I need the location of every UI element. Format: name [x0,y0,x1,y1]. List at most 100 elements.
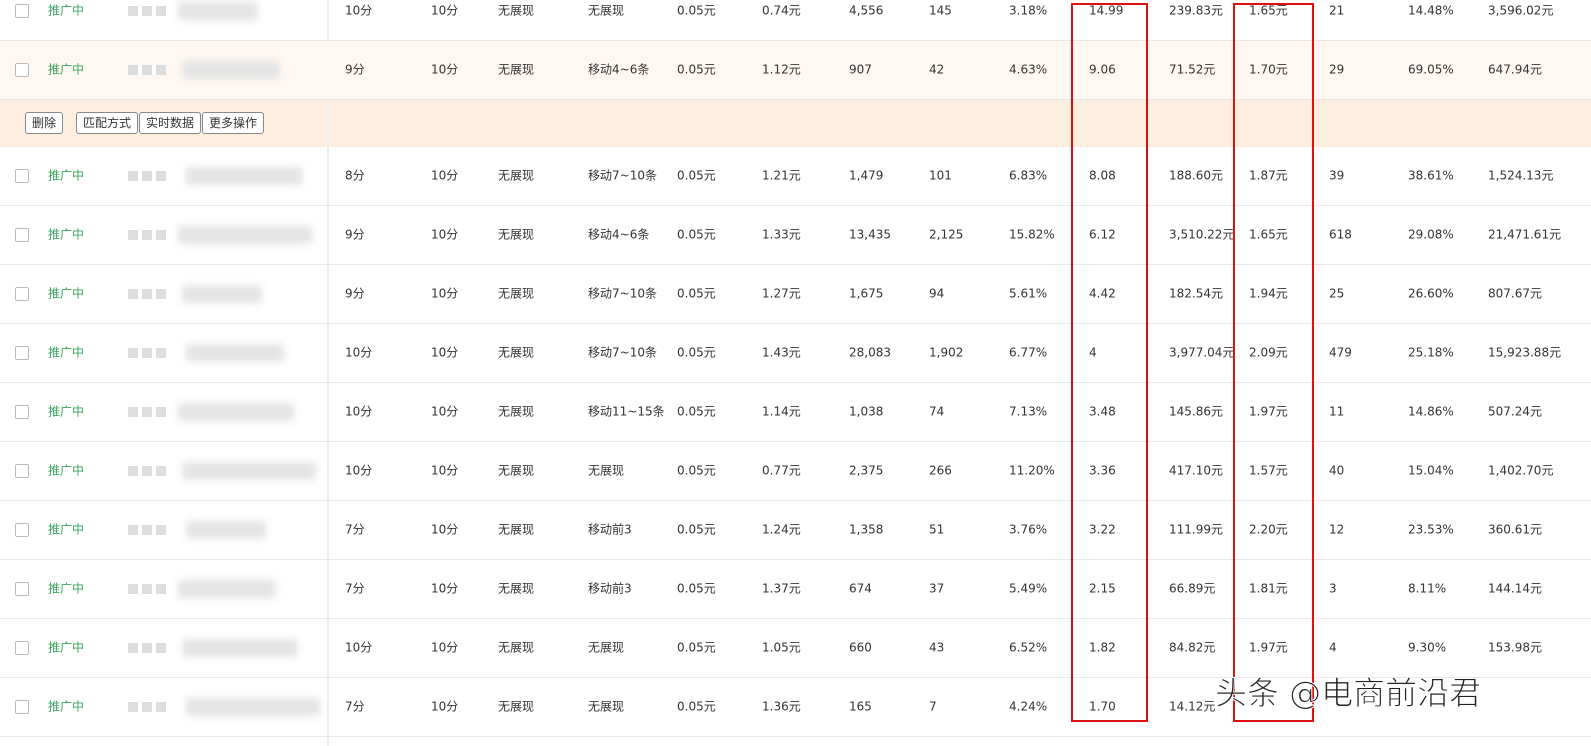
table-cell: 38.61% [1408,168,1454,183]
table-row: 推广中 9分 10分 无展现 移动4~6条 0.05元 1.12元 907 42 4.63% 9.0… [0,41,1591,100]
action-button[interactable]: 更多操作 [202,112,265,134]
table-cell: 66.89元 [1169,581,1216,596]
table-cell: 无展现 [498,62,535,77]
table-cell: 6.77% [1009,345,1048,360]
blurred-icon [128,230,166,240]
table-cell: 1,675 [849,286,884,301]
table-row: 推广中 9分 10分 无展现 移动4~6条 0.05元 1.33元 13,435 2,125 15… [0,206,1591,265]
table-cell: 1.21元 [762,168,801,183]
table-cell: 507.24元 [1488,404,1542,419]
table-cell: 165 [849,699,872,714]
table-cell: 13,435 [849,227,891,242]
table-cell: 0.05元 [677,640,716,655]
checkbox[interactable] [15,63,29,77]
table-cell: 9分 [345,62,365,77]
blurred-icon [128,171,166,181]
table-cell: 14.99 [1089,3,1124,18]
checkbox[interactable] [15,523,29,537]
blurred-icon [128,407,166,417]
table-cell: 1,479 [849,168,884,183]
table-cell: 74 [929,404,945,419]
table-cell: 14.86% [1408,404,1454,419]
table-cell: 10分 [431,463,459,478]
table-cell: 0.05元 [677,168,716,183]
table-cell: 417.10元 [1169,463,1223,478]
table-cell: 10分 [345,404,373,419]
table-cell: 21,471.61元 [1488,227,1562,242]
table-cell: 9分 [345,227,365,242]
table-row: 推广中 10分 10分 无展现 移动7~10条 0.05元 1.43元 28,083 1,902… [0,324,1591,383]
table-cell: 42 [929,62,945,77]
table-cell: 94 [929,286,945,301]
table-cell: 1,902 [929,345,964,360]
blurred-icon [128,466,166,476]
table-cell: 7 [929,699,937,714]
table-cell: 移动11~15条 [588,404,665,419]
table-cell: 15.04% [1408,463,1454,478]
checkbox[interactable] [15,582,29,596]
table-row: 推广中 9分 10分 无展现 移动7~10条 0.05元 1.27元 1,675 94 5.61%… [0,265,1591,324]
table-cell: 8.11% [1408,581,1447,596]
table-cell: 6.52% [1009,640,1048,655]
table-cell: 3,510.22元 [1169,227,1235,242]
table-cell: 0.05元 [677,3,716,18]
table-cell: 10分 [345,463,373,478]
action-button[interactable]: 删除 [25,112,64,134]
table-cell: 182.54元 [1169,286,1223,301]
table-row: 推广中 10分 10分 无展现 无展现 0.05元 0.74元 4,556 145 3.18% 14… [0,0,1591,41]
table-cell: 7.13% [1009,404,1048,419]
checkbox[interactable] [15,346,29,360]
table-cell: 无展现 [498,345,535,360]
status: 推广中 [48,640,85,655]
table-cell: 6.12 [1089,227,1116,242]
table-cell: 4.63% [1009,62,1048,77]
table-cell: 0.77元 [762,463,801,478]
table-cell: 9分 [345,286,365,301]
table-cell: 6.83% [1009,168,1048,183]
table-cell: 29.08% [1408,227,1454,242]
checkbox[interactable] [15,4,29,18]
checkbox[interactable] [15,287,29,301]
table-cell: 无展现 [588,640,625,655]
table-cell: 1.97元 [1249,404,1288,419]
checkbox[interactable] [15,464,29,478]
highlight-box [1233,3,1314,722]
table-cell: 84.82元 [1169,640,1216,655]
status: 推广中 [48,227,85,242]
table-cell: 无展现 [498,640,535,655]
table-cell: 0.05元 [677,699,716,714]
table-cell: 4 [1329,640,1337,655]
blurred-icon [128,6,166,16]
checkbox[interactable] [15,169,29,183]
action-button[interactable]: 匹配方式 [76,112,139,134]
table-cell: 10分 [345,3,373,18]
checkbox[interactable] [15,228,29,242]
table-cell: 188.60元 [1169,168,1223,183]
table-cell: 移动7~10条 [588,168,657,183]
table-cell: 1.65元 [1249,3,1288,18]
status: 推广中 [48,404,85,419]
table-cell: 7分 [345,581,365,596]
blurred-keyword [178,226,312,244]
table-cell: 23.53% [1408,522,1454,537]
table-cell: 0.05元 [677,404,716,419]
checkbox[interactable] [15,641,29,655]
blurred-keyword [178,2,258,20]
table-cell: 2,375 [849,463,884,478]
table-row: 推广中 7分 10分 无展现 移动前3 0.05元 1.37元 674 37 5.49% 2.15 6… [0,560,1591,619]
table-cell: 145.86元 [1169,404,1223,419]
table-cell: 5.49% [1009,581,1048,596]
table-cell: 1.70元 [1249,62,1288,77]
checkbox[interactable] [15,405,29,419]
table-cell: 0.74元 [762,3,801,18]
table-row: 推广中 8分 10分 无展现 移动7~10条 0.05元 1.21元 1,479 101 6.83… [0,147,1591,206]
checkbox[interactable] [15,700,29,714]
table-cell: 10分 [431,345,459,360]
action-button[interactable]: 实时数据 [139,112,202,134]
table-cell: 移动4~6条 [588,227,650,242]
table-cell: 3,596.02元 [1488,3,1554,18]
table-cell: 1.70 [1089,699,1116,714]
table-cell: 0.05元 [677,62,716,77]
table-cell: 14.12元 [1169,699,1216,714]
table-row: 推广中 7分 10分 无展现 移动前3 0.05元 1.24元 1,358 51 3.76% 3.2… [0,501,1591,560]
